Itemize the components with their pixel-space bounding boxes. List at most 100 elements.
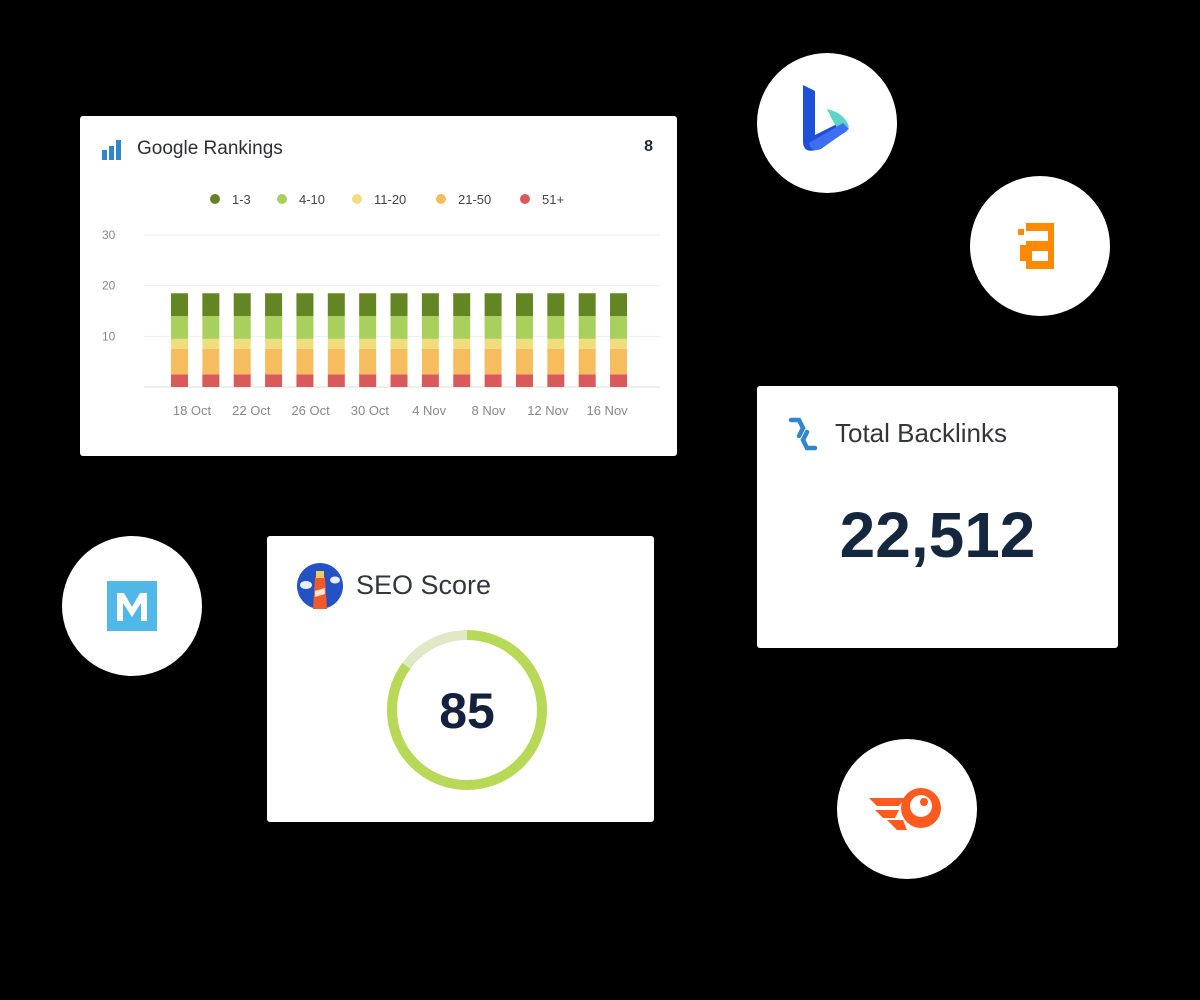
card-title: SEO Score xyxy=(356,570,492,600)
bar-segment-4-10 xyxy=(547,316,565,339)
x-tick-label: 30 Oct xyxy=(351,403,390,418)
x-tick-label: 22 Oct xyxy=(232,403,271,418)
bar-segment-4-10 xyxy=(233,316,251,339)
amazon-logo-badge xyxy=(970,176,1110,316)
bar-segment-21-50 xyxy=(233,349,251,375)
x-tick-label: 26 Oct xyxy=(291,403,330,418)
google-rankings-card: Google Rankings 8 1-3 4-10 11-20 21-50 51+ 10… xyxy=(80,116,677,456)
bar-segment-51+ xyxy=(421,374,439,387)
card-title: Google Rankings xyxy=(137,138,283,159)
bar-segment-11-20 xyxy=(390,338,408,349)
bar-segment-1-3 xyxy=(359,293,377,317)
x-tick-label: 8 Nov xyxy=(472,403,506,418)
bar-segment-21-50 xyxy=(453,349,471,375)
seo-score-card: SEO Score 85 xyxy=(267,536,654,822)
bar-segment-1-3 xyxy=(421,293,439,317)
x-tick-label: 4 Nov xyxy=(412,403,446,418)
legend-label: 1-3 xyxy=(232,192,251,207)
y-tick-label: 30 xyxy=(102,228,116,242)
bar-segment-4-10 xyxy=(296,316,314,339)
bar-segment-1-3 xyxy=(484,293,502,317)
card-title: Total Backlinks xyxy=(835,418,1007,448)
bar-segment-11-20 xyxy=(421,338,439,349)
legend-marker xyxy=(210,194,220,204)
bing-logo-badge xyxy=(757,53,897,193)
y-tick-label: 20 xyxy=(102,279,116,293)
bing-icon xyxy=(803,85,849,151)
bar-segment-51+ xyxy=(484,374,502,387)
bar-segment-4-10 xyxy=(484,316,502,339)
bar-segment-11-20 xyxy=(296,338,314,349)
bar-segment-51+ xyxy=(171,374,188,387)
seo-score-gauge xyxy=(387,630,547,790)
x-tick-label: 12 Nov xyxy=(527,403,569,418)
backlinks-value: 22,512 xyxy=(839,499,1036,571)
gauge-fill xyxy=(387,630,547,790)
moz-icon xyxy=(107,581,157,631)
bar-segment-21-50 xyxy=(390,349,408,375)
bar-segment-51+ xyxy=(327,374,345,387)
legend-marker xyxy=(277,194,287,204)
bar-segment-4-10 xyxy=(610,316,628,339)
bar-segment-11-20 xyxy=(171,338,188,349)
bar-segment-11-20 xyxy=(610,338,628,349)
semrush-icon xyxy=(869,788,941,830)
link-icon xyxy=(788,417,818,451)
bar-segment-51+ xyxy=(233,374,251,387)
bar-segment-21-50 xyxy=(327,349,345,375)
bar-segment-4-10 xyxy=(421,316,439,339)
lighthouse-icon xyxy=(297,563,343,609)
bar-segment-21-50 xyxy=(484,349,502,375)
bar-segment-51+ xyxy=(296,374,314,387)
bar-segment-11-20 xyxy=(453,338,471,349)
bar-segment-1-3 xyxy=(233,293,251,317)
bar-segment-51+ xyxy=(547,374,565,387)
bar-segment-1-3 xyxy=(265,293,283,317)
total-backlinks-card: Total Backlinks 22,512 xyxy=(757,386,1118,648)
bar-segment-21-50 xyxy=(515,349,533,375)
bar-segment-21-50 xyxy=(359,349,377,375)
bar-segment-4-10 xyxy=(359,316,377,339)
bar-chart-icon xyxy=(102,140,121,160)
bar-segment-51+ xyxy=(578,374,596,387)
bar-segment-51+ xyxy=(359,374,377,387)
bar-segment-1-3 xyxy=(296,293,314,317)
bar-segment-1-3 xyxy=(515,293,533,317)
bar-segment-4-10 xyxy=(265,316,283,339)
bar-segment-4-10 xyxy=(453,316,471,339)
legend-marker xyxy=(436,194,446,204)
bar-segment-21-50 xyxy=(202,349,220,375)
x-tick-label: 16 Nov xyxy=(586,403,628,418)
bar-segment-1-3 xyxy=(390,293,408,317)
x-tick-label: 18 Oct xyxy=(173,403,212,418)
rankings-count: 8 xyxy=(644,138,653,155)
bar-segment-51+ xyxy=(265,374,283,387)
bar-segment-51+ xyxy=(202,374,220,387)
legend-marker xyxy=(520,194,530,204)
legend-label: 11-20 xyxy=(374,192,406,207)
bar-segment-11-20 xyxy=(327,338,345,349)
bar-segment-1-3 xyxy=(547,293,565,317)
bar-segment-11-20 xyxy=(547,338,565,349)
bar-segment-11-20 xyxy=(202,338,220,349)
legend-label: 51+ xyxy=(542,192,564,207)
bar-segment-1-3 xyxy=(610,293,628,317)
bar-segment-1-3 xyxy=(171,293,188,317)
bar-segment-21-50 xyxy=(265,349,283,375)
bar-segment-21-50 xyxy=(296,349,314,375)
bar-segment-1-3 xyxy=(202,293,220,317)
bar-segment-11-20 xyxy=(359,338,377,349)
legend-label: 4-10 xyxy=(299,192,325,207)
legend-label: 21-50 xyxy=(458,192,491,207)
bar-segment-11-20 xyxy=(515,338,533,349)
y-tick-label: 10 xyxy=(102,329,116,343)
bar-segment-51+ xyxy=(453,374,471,387)
bar-segment-4-10 xyxy=(578,316,596,339)
moz-logo-badge xyxy=(62,536,202,676)
bar-segment-21-50 xyxy=(421,349,439,375)
bar-segment-51+ xyxy=(515,374,533,387)
semrush-logo-badge xyxy=(837,739,977,879)
bar-segment-4-10 xyxy=(390,316,408,339)
bar-segment-4-10 xyxy=(327,316,345,339)
bar-segment-4-10 xyxy=(515,316,533,339)
